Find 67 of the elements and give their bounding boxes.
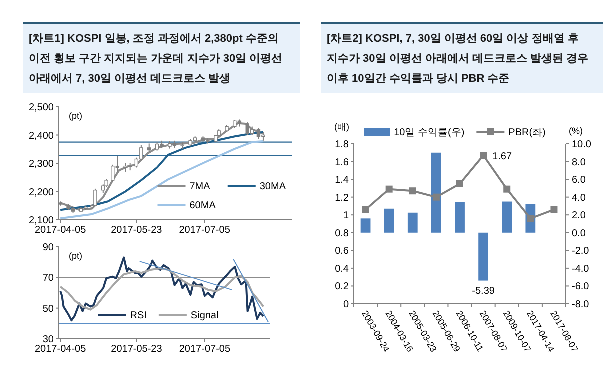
y-axis-title: (배) <box>334 122 350 132</box>
legend-label: Signal <box>190 310 219 322</box>
point <box>504 186 511 193</box>
y-tick-label: 1.8 <box>335 140 350 150</box>
point <box>432 194 440 201</box>
bar <box>432 152 442 233</box>
y-tick-label: 0.6 <box>335 246 350 258</box>
x-tick-label: 2017-05-23 <box>111 225 163 236</box>
legend-label: RSI <box>130 310 147 322</box>
y2-tick-label: -4.0 <box>572 264 590 275</box>
y-tick-label: 70 <box>42 273 54 284</box>
bar <box>384 208 394 233</box>
candlestick <box>94 188 98 207</box>
legend-label: 60MA <box>190 200 216 212</box>
chart-title: [차트2] KOSPI, 7, 30일 이평선 60일 이상 정배열 후 지수가 30일 이평선 아래에서 데드크로스 발생된 경우 이후 10일간 수익률과 당시 PBR 수준 <box>326 33 589 85</box>
line-series <box>60 267 265 311</box>
x-tick-label: 2017-07-05 <box>179 225 231 236</box>
y-tick-label: 1.4 <box>335 175 350 186</box>
point <box>480 152 488 160</box>
point <box>386 186 393 193</box>
y2-axis-title: (%) <box>569 126 583 136</box>
y2-tick-label: -2.0 <box>572 246 590 258</box>
y-tick-label: 2,300 <box>28 159 54 170</box>
x-tick-label: 2017-05-23 <box>111 344 163 355</box>
y-tick-label: 2,100 <box>28 216 54 226</box>
data-label: 1.67 <box>492 152 512 163</box>
y2-tick-label: 10.0 <box>572 140 592 150</box>
y2-tick-label: -8.0 <box>572 300 590 310</box>
bar <box>455 202 465 233</box>
point <box>550 206 558 214</box>
legend-label: 30MA <box>260 182 286 192</box>
x-tick-label: 2017-04-05 <box>35 225 87 236</box>
y-tick-label: 50 <box>42 304 54 315</box>
x-tick-label: 2017-04-05 <box>35 344 87 355</box>
y-axis-title: (pt) <box>69 251 83 261</box>
y2-tick-label: 6.0 <box>572 175 586 186</box>
x-tick-label: 2017-07-05 <box>179 344 231 355</box>
data-label: -5.39 <box>472 286 496 297</box>
legend-label: 7MA <box>190 182 211 192</box>
y2-tick-label: -6.0 <box>572 282 590 293</box>
bar <box>502 202 512 233</box>
y2-tick-label: 2.0 <box>572 210 586 222</box>
y-tick-label: 90 <box>42 242 54 254</box>
bar <box>360 218 371 233</box>
chart-title: [차트1] KOSPI 일봉, 조정 과정에서 2,380pt 수준의 이전 횡보 구간 지지되는 가운데 지수가 30일 이평선 아래에서 7, 30일 이평선 데드크로스 발생 <box>29 33 283 85</box>
point <box>362 206 370 214</box>
y-tick-label: 1.6 <box>335 157 350 168</box>
bar <box>478 232 488 281</box>
legend-label: 10일 수익률(우) <box>394 128 465 138</box>
y-tick-label: 1 <box>343 210 350 222</box>
bar <box>408 212 418 233</box>
y2-tick-label: 4.0 <box>572 192 586 204</box>
y-tick-label: 0 <box>343 300 350 310</box>
y-tick-label: 30 <box>42 334 54 346</box>
legend-label: PBR(좌) <box>508 128 546 138</box>
y-axis-title: (pt) <box>69 111 83 121</box>
y-tick-label: 2,500 <box>28 102 54 114</box>
point <box>456 180 464 188</box>
point <box>409 188 416 195</box>
y2-tick-label: 8.0 <box>572 157 586 168</box>
y-tick-label: 2,400 <box>28 130 54 142</box>
y2-tick-label: 0.0 <box>572 228 586 240</box>
y-tick-label: 0.2 <box>335 282 350 293</box>
y-tick-label: 1.2 <box>335 192 350 204</box>
y-tick-label: 0.8 <box>335 228 350 240</box>
y-tick-label: 0.4 <box>335 264 350 275</box>
y-tick-label: 2,200 <box>28 187 54 198</box>
